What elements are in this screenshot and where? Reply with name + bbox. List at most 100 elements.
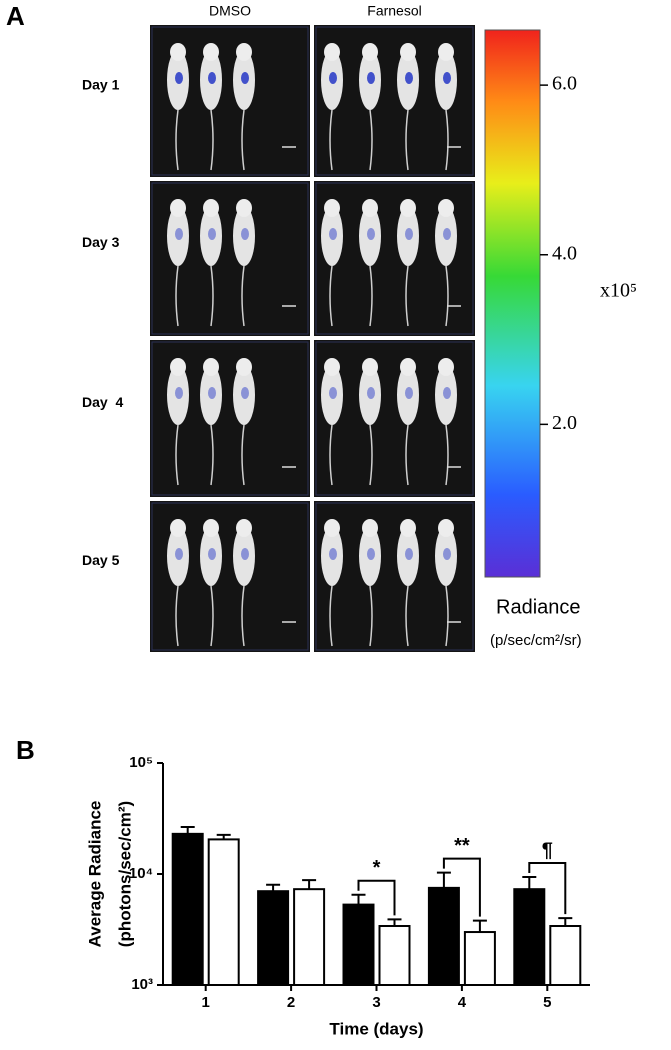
mouse-head bbox=[438, 199, 454, 217]
column-label: DMSO bbox=[209, 3, 251, 19]
row-label: Day 5 bbox=[82, 552, 120, 568]
signal bbox=[208, 387, 216, 399]
y-tick-label: 10⁵ bbox=[129, 754, 153, 771]
error-bar bbox=[436, 871, 451, 888]
signal bbox=[443, 72, 451, 84]
colorbar-units: (p/sec/cm²/sr) bbox=[490, 632, 582, 649]
mouse-head bbox=[236, 519, 252, 537]
mouse-head bbox=[362, 519, 378, 537]
signal bbox=[405, 387, 413, 399]
mouse-head bbox=[170, 358, 186, 376]
panel-label: A bbox=[6, 1, 25, 31]
signal bbox=[241, 548, 249, 560]
mouse-tail bbox=[405, 265, 409, 327]
significance-label: * bbox=[373, 857, 381, 879]
colorbar-tick-label: 6.0 bbox=[552, 73, 577, 95]
mouse-head bbox=[203, 199, 219, 217]
signal bbox=[367, 72, 375, 84]
colorbar-multiplier: x10⁵ bbox=[600, 280, 637, 302]
mouse-tail bbox=[210, 424, 214, 486]
colorbar bbox=[484, 29, 541, 578]
mouse-head bbox=[170, 199, 186, 217]
colorbar-tick-label: 4.0 bbox=[552, 242, 577, 264]
significance-label: ** bbox=[454, 835, 470, 857]
mouse-head bbox=[400, 43, 416, 61]
mouse-tail bbox=[445, 109, 449, 171]
mouse-tail bbox=[329, 424, 333, 486]
significance-label: ¶ bbox=[542, 839, 553, 861]
mouse-head bbox=[324, 43, 340, 61]
mouse-tail bbox=[369, 109, 373, 171]
signal bbox=[208, 548, 216, 560]
signal bbox=[241, 72, 249, 84]
signal bbox=[405, 228, 413, 240]
mouse-head bbox=[203, 43, 219, 61]
significance-bracket bbox=[442, 857, 481, 917]
mouse-tail bbox=[329, 109, 333, 171]
signal bbox=[175, 72, 183, 84]
colorbar-tick-label: 2.0 bbox=[552, 412, 577, 434]
significance-bracket bbox=[357, 879, 396, 916]
bar bbox=[207, 838, 240, 986]
signal bbox=[208, 72, 216, 84]
error-bar bbox=[302, 879, 317, 890]
row-label: Day 1 bbox=[82, 77, 120, 93]
mouse-head bbox=[324, 358, 340, 376]
error-bar bbox=[216, 833, 231, 840]
mouse-head bbox=[170, 43, 186, 61]
signal bbox=[208, 228, 216, 240]
image-edge bbox=[151, 502, 309, 651]
x-tick-label: 1 bbox=[202, 994, 210, 1011]
mouse-head bbox=[236, 199, 252, 217]
signal bbox=[175, 228, 183, 240]
signal bbox=[175, 387, 183, 399]
image-edge bbox=[315, 341, 474, 496]
mouse-tail bbox=[210, 585, 214, 647]
signal bbox=[405, 548, 413, 560]
mouse-tail bbox=[241, 585, 245, 647]
mouse-head bbox=[400, 519, 416, 537]
mouse-tail bbox=[405, 424, 409, 486]
bar bbox=[549, 925, 582, 987]
mouse-tail bbox=[445, 424, 449, 486]
signal bbox=[367, 228, 375, 240]
image-edge bbox=[315, 182, 474, 335]
mouse-head bbox=[438, 358, 454, 376]
mouse-head bbox=[438, 519, 454, 537]
mouse-tail bbox=[369, 585, 373, 647]
signal bbox=[241, 228, 249, 240]
error-bar bbox=[351, 893, 366, 905]
signal bbox=[175, 548, 183, 560]
image-edge bbox=[151, 182, 309, 335]
column-label: Farnesol bbox=[367, 3, 421, 19]
signal bbox=[329, 387, 337, 399]
error-bar bbox=[558, 917, 573, 927]
signal bbox=[443, 387, 451, 399]
mouse-tail bbox=[445, 585, 449, 647]
mouse-head bbox=[400, 199, 416, 217]
panel-label: B bbox=[16, 735, 35, 765]
bar bbox=[171, 832, 204, 986]
error-bar bbox=[387, 918, 402, 927]
mouse-tail bbox=[405, 585, 409, 647]
image-edge bbox=[315, 502, 474, 651]
bar bbox=[257, 890, 290, 986]
row-label: Day 3 bbox=[82, 234, 120, 250]
signal bbox=[241, 387, 249, 399]
error-bar bbox=[266, 883, 281, 892]
y-tick-label: 10³ bbox=[131, 976, 153, 993]
mouse-tail bbox=[175, 585, 179, 647]
x-tick-label: 4 bbox=[458, 994, 467, 1011]
bar bbox=[513, 888, 546, 986]
signal bbox=[443, 548, 451, 560]
mouse-head bbox=[203, 358, 219, 376]
mouse-tail bbox=[329, 585, 333, 647]
signal bbox=[405, 72, 413, 84]
signal bbox=[329, 72, 337, 84]
mouse-head bbox=[324, 199, 340, 217]
x-tick-label: 5 bbox=[543, 994, 551, 1011]
mouse-tail bbox=[175, 265, 179, 327]
